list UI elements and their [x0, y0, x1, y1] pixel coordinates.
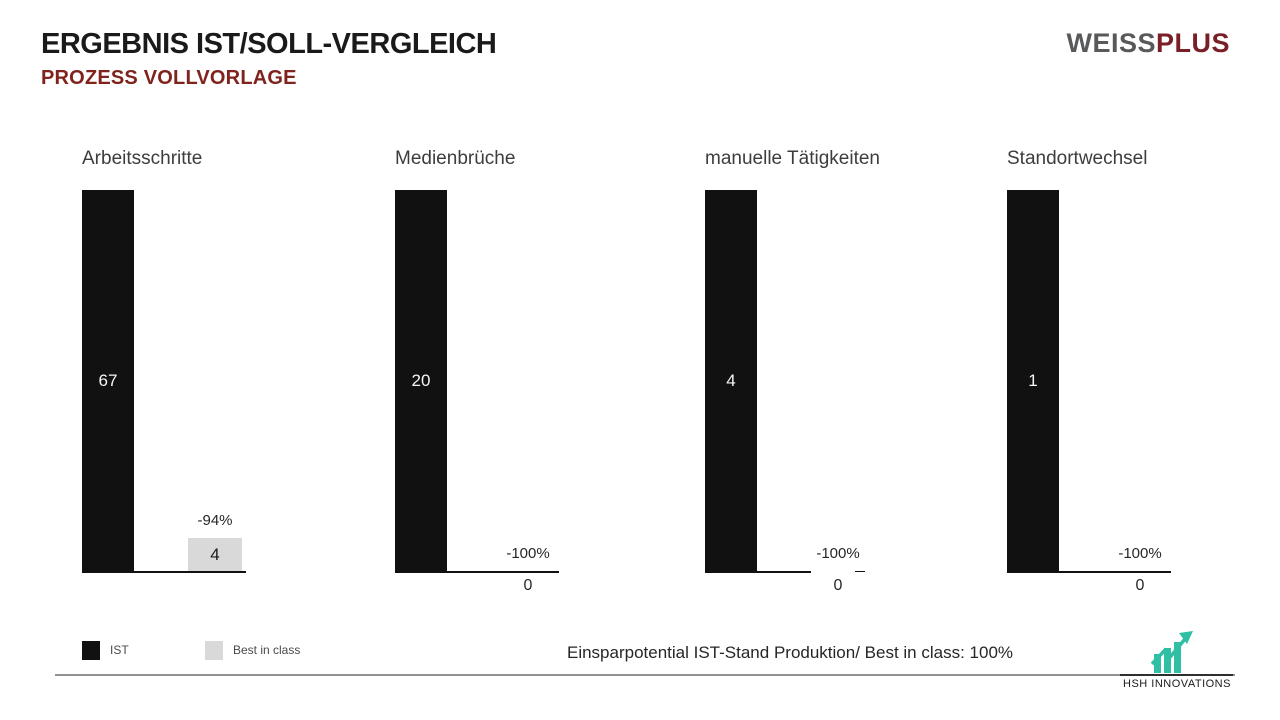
legend-item-best-in-class: Best in class — [205, 640, 300, 660]
ist-bar: 4 — [705, 190, 757, 571]
chart-title: Arbeitsschritte — [82, 148, 203, 169]
chart-title: Standortwechsel — [1007, 148, 1148, 169]
ist-value-label: 20 — [411, 370, 431, 390]
delta-label: -100% — [506, 545, 550, 562]
axis-baseline — [705, 571, 811, 573]
chart-panel-arbeitsschritte: Arbeitsschritte 67 -94% 4 4 — [82, 148, 382, 608]
legend-swatch-ist — [82, 640, 100, 660]
brand-logo-part1: WEISS — [1066, 28, 1156, 58]
legend-swatch-best-in-class — [205, 640, 223, 660]
axis-dash — [855, 571, 865, 572]
ist-bar: 67 — [82, 190, 134, 571]
best-bar: 4 — [188, 538, 242, 571]
weissplus-logo: WEISSPLUS — [1066, 28, 1230, 59]
legend-item-ist: IST — [82, 640, 129, 660]
chart-plot: 20 -100% 0 0 — [395, 190, 559, 594]
footer-divider-dark-segment — [1120, 674, 1233, 676]
ist-bar: 20 — [395, 190, 447, 571]
ist-bar: 1 — [1007, 190, 1059, 571]
delta-label: -94% — [197, 512, 233, 529]
best-zero-label: 0 — [833, 577, 843, 594]
footer-note: Einsparpotential IST-Stand Produktion/ B… — [566, 643, 1014, 662]
chart-plot: 67 -94% 4 4 — [82, 190, 246, 573]
ist-value-label: 1 — [1028, 370, 1038, 390]
chart-panel-standortwechsel: Standortwechsel 1 -100% 0 0 — [1007, 148, 1280, 608]
legend-label-ist: IST — [110, 643, 129, 657]
chart-panel-medienbrueche: Medienbrüche 20 -100% 0 0 — [395, 148, 695, 608]
legend-label-best-in-class: Best in class — [233, 643, 301, 657]
brand-logo-part2: PLUS — [1155, 28, 1230, 58]
best-zero-label: 0 — [1135, 577, 1145, 594]
ist-value-label: 67 — [98, 370, 118, 390]
chart-title: Medienbrüche — [395, 148, 516, 169]
footer-divider-line — [55, 674, 1235, 676]
best-value-label: 4 — [210, 544, 220, 564]
delta-label: -100% — [816, 545, 860, 562]
delta-label: -100% — [1118, 545, 1162, 562]
page-title: ERGEBNIS IST/SOLL-VERGLEICH — [41, 28, 497, 60]
page-subtitle: PROZESS VOLLVORLAGE — [41, 67, 297, 89]
growth-chart-icon — [1150, 631, 1193, 673]
chart-title: manuelle Tätigkeiten — [705, 148, 880, 169]
axis-baseline — [82, 571, 246, 573]
hsh-innovations-logo-text: HSH INNOVATIONS — [1123, 678, 1231, 690]
best-zero-label: 0 — [523, 577, 533, 594]
chart-panel-manuelle-taetigkeiten: manuelle Tätigkeiten 4 -100% 0 0 — [705, 148, 1005, 608]
axis-baseline — [1007, 571, 1171, 573]
chart-plot: 1 -100% 0 0 — [1007, 190, 1171, 594]
axis-baseline — [395, 571, 559, 573]
ist-value-label: 4 — [726, 370, 736, 390]
chart-plot: 4 -100% 0 0 — [705, 190, 869, 594]
